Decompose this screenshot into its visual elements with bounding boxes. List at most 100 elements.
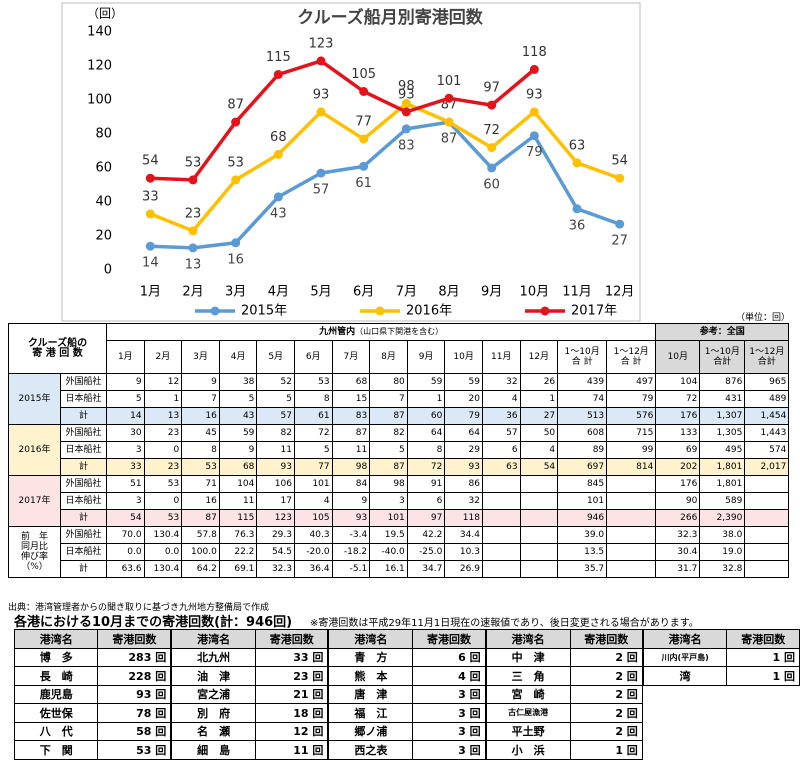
cell: 1 xyxy=(406,390,446,408)
cell: 72 xyxy=(406,458,446,476)
corner: クルーズ船の寄 港 回 数 xyxy=(7,323,108,374)
data-label: 101 xyxy=(437,74,462,89)
data-label: 16 xyxy=(227,252,244,267)
y-tick-label: 20 xyxy=(95,229,112,244)
cell: 9 xyxy=(106,373,145,391)
data-label: 36 xyxy=(569,218,586,233)
port-count: 2 回 xyxy=(569,647,643,667)
cell: 16 xyxy=(181,407,220,425)
cell: 26 xyxy=(519,373,559,391)
cell: 80 xyxy=(369,373,408,391)
cell: -40.0 xyxy=(369,543,408,561)
column-header: 1～10月 合 計 xyxy=(557,340,608,374)
cell: 1 xyxy=(143,390,183,408)
data-label: 87 xyxy=(227,98,244,113)
cell: 3 xyxy=(369,492,408,510)
port-count: 33 回 xyxy=(255,647,329,667)
chart-frame xyxy=(61,2,641,322)
cell: 50 xyxy=(519,424,559,442)
data-label: 63 xyxy=(569,138,586,153)
port-row: 北九州 33 回 xyxy=(171,647,329,667)
cell: 38.0 xyxy=(699,526,746,544)
cell: 14 xyxy=(106,407,145,425)
cell xyxy=(519,509,559,527)
cell: 74 xyxy=(557,390,608,408)
port-name: 古仁屋漁港 xyxy=(485,703,571,723)
column-header: 10月 xyxy=(444,340,483,374)
legend-marker xyxy=(375,306,385,316)
cell: 36.4 xyxy=(293,560,333,578)
port-header: 港湾名 寄港回数 xyxy=(328,629,486,649)
cell: 36 xyxy=(481,407,521,425)
section-label-line: （%） xyxy=(21,562,48,572)
cell: 497 xyxy=(606,373,657,391)
cell xyxy=(744,492,790,510)
cell: 2,390 xyxy=(699,509,746,527)
cell: 1,801 xyxy=(699,475,746,493)
cell: 33 xyxy=(106,458,145,476)
cell xyxy=(519,526,559,544)
port-row: 長 崎 228 回 xyxy=(13,666,172,686)
cell: 6 xyxy=(406,492,446,510)
cell: 35.7 xyxy=(557,560,608,578)
port-row: 油 津 23 回 xyxy=(171,666,329,686)
column-header: 1月 xyxy=(106,340,145,374)
port-row: 細 島 11 回 xyxy=(171,740,329,760)
cell: 34.4 xyxy=(444,526,483,544)
data-label: 123 xyxy=(309,36,334,51)
section-label-line: 伸び率 xyxy=(20,552,48,562)
port-count: 3 回 xyxy=(412,703,486,723)
marker xyxy=(316,56,326,66)
cell: 715 xyxy=(606,424,657,442)
port-name: 中 津 xyxy=(485,647,571,667)
cell: 64 xyxy=(406,424,446,442)
data-row: 日本船社 0.0 0.0 100.0 22.2 54.5 -20.0 -18.2 -40.0 -2… xyxy=(9,543,790,561)
port-name: 鹿児島 xyxy=(13,684,99,704)
data-label: 93 xyxy=(398,87,415,102)
cell: 489 xyxy=(744,390,790,408)
cell: 87 xyxy=(331,424,371,442)
marker xyxy=(316,107,326,117)
cell: 16 xyxy=(181,492,220,510)
cell: 68 xyxy=(331,373,371,391)
section-label-line: 前 年 xyxy=(20,532,48,542)
port-count: 2 回 xyxy=(569,703,643,723)
data-label: 54 xyxy=(611,154,628,169)
cell: 79 xyxy=(606,390,657,408)
y-axis-label: （回） xyxy=(87,7,123,21)
marker xyxy=(615,173,625,183)
data-label: 115 xyxy=(266,50,291,65)
row-label: 日本船社 xyxy=(59,390,108,408)
data-label: 97 xyxy=(483,81,500,96)
port-header-name: 港湾名 xyxy=(485,629,571,649)
row-label: 日本船社 xyxy=(59,543,108,561)
series-line xyxy=(150,120,621,250)
port-header: 港湾名 寄港回数 xyxy=(13,629,172,649)
section-label-line: 2016年 xyxy=(18,445,51,455)
x-tick-label: 12月 xyxy=(605,285,635,300)
cell: 40.3 xyxy=(293,526,333,544)
marker xyxy=(529,64,539,74)
corner-line: 寄 港 回 数 xyxy=(32,347,83,359)
cell: 1,307 xyxy=(699,407,746,425)
cell: 431 xyxy=(699,390,746,408)
cell: 64.2 xyxy=(181,560,220,578)
row-label: 計 xyxy=(59,560,108,578)
column-header: 6月 xyxy=(293,340,333,374)
port-count: 23 回 xyxy=(255,666,329,686)
port-name: 青 方 xyxy=(328,647,414,667)
row-label: 外国船社 xyxy=(59,475,108,493)
cell: 32 xyxy=(444,492,483,510)
x-tick-label: 11月 xyxy=(562,285,592,300)
cell: 16.1 xyxy=(369,560,408,578)
cell: 87 xyxy=(181,509,220,527)
cell: 0.0 xyxy=(143,543,183,561)
port-row: 宮之浦 21 回 xyxy=(171,684,329,704)
cell: 5 xyxy=(293,441,333,459)
column-header: 8月 xyxy=(369,340,408,374)
group-header: 九州管内（山口県下関港を含む） xyxy=(106,323,657,341)
cell: 93 xyxy=(331,509,371,527)
unit: （単位：回） xyxy=(735,313,790,323)
cell: 130.4 xyxy=(143,560,183,578)
